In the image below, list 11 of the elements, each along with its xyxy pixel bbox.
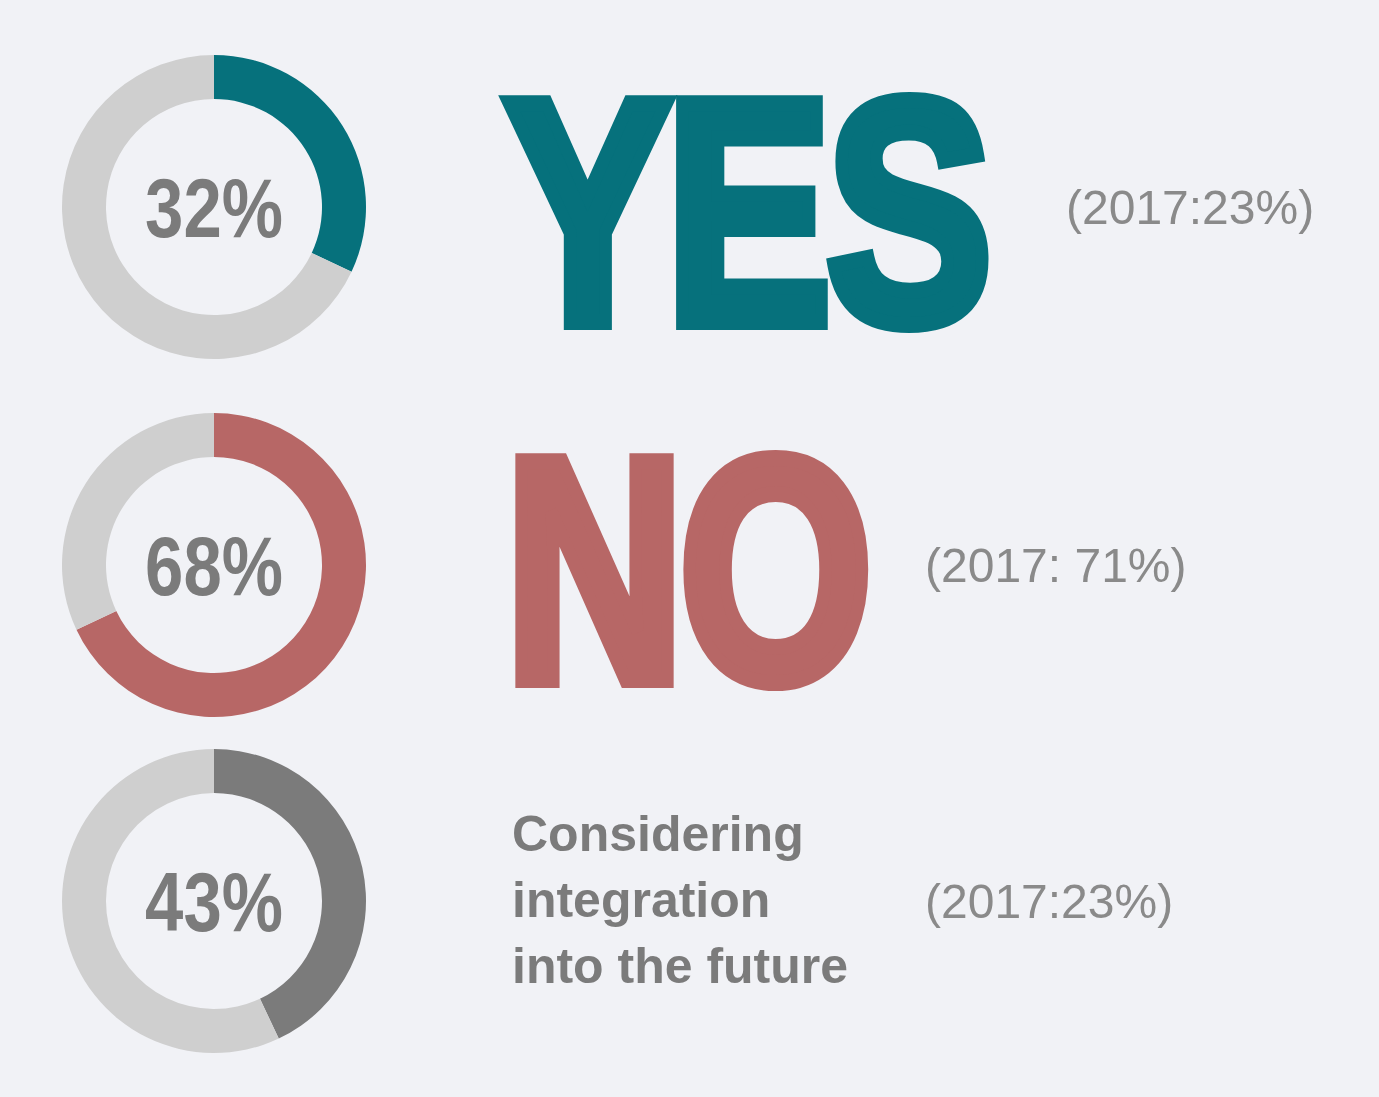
- chart-title: NO: [505, 392, 868, 747]
- donut-slice: [62, 55, 352, 359]
- text: (2017:23%): [925, 875, 1174, 928]
- donut-slice: [76, 413, 366, 717]
- text: (2017:23%): [1066, 181, 1315, 234]
- text: 43%: [145, 854, 283, 949]
- text: 32%: [145, 160, 283, 255]
- donut-slice: [62, 749, 279, 1053]
- text: (2017: 71%): [925, 539, 1187, 592]
- text: Considering integration into the future: [512, 806, 849, 994]
- text: 68%: [145, 518, 283, 613]
